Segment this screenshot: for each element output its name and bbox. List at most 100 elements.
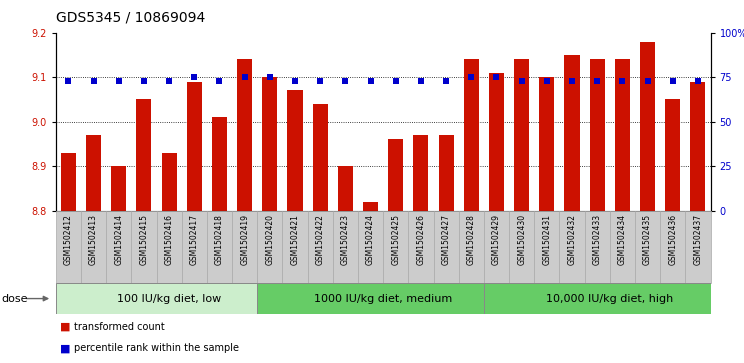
Text: 10,000 IU/kg diet, high: 10,000 IU/kg diet, high: [546, 294, 673, 303]
Bar: [459, 211, 484, 283]
Bar: [232, 211, 257, 283]
Text: GSM1502422: GSM1502422: [315, 214, 324, 265]
Text: GSM1502414: GSM1502414: [115, 214, 124, 265]
Point: [239, 74, 251, 80]
Bar: [438, 135, 454, 211]
Bar: [56, 283, 257, 314]
Bar: [161, 153, 176, 211]
Bar: [559, 211, 585, 283]
Bar: [106, 211, 132, 283]
Bar: [484, 283, 711, 314]
Point: [339, 78, 351, 83]
Bar: [408, 211, 434, 283]
Bar: [333, 211, 358, 283]
Point: [188, 74, 200, 80]
Bar: [414, 135, 429, 211]
Bar: [86, 135, 101, 211]
Bar: [383, 211, 408, 283]
Bar: [615, 59, 630, 211]
Point: [667, 78, 679, 83]
Bar: [132, 211, 156, 283]
Text: GSM1502433: GSM1502433: [593, 214, 602, 265]
Bar: [312, 104, 328, 211]
Bar: [81, 211, 106, 283]
Bar: [685, 211, 711, 283]
Bar: [56, 211, 81, 283]
Text: GSM1502417: GSM1502417: [190, 214, 199, 265]
Point: [163, 78, 175, 83]
Text: GSM1502412: GSM1502412: [64, 214, 73, 265]
Bar: [665, 99, 680, 211]
Point: [365, 78, 376, 83]
Bar: [660, 211, 685, 283]
Text: GSM1502436: GSM1502436: [668, 214, 677, 265]
Text: GSM1502425: GSM1502425: [391, 214, 400, 265]
Bar: [358, 211, 383, 283]
Point: [415, 78, 427, 83]
Bar: [187, 82, 202, 211]
Point: [490, 74, 502, 80]
Point: [214, 78, 225, 83]
Text: GSM1502431: GSM1502431: [542, 214, 551, 265]
Bar: [182, 211, 207, 283]
Bar: [237, 59, 252, 211]
Bar: [257, 211, 283, 283]
Bar: [539, 77, 554, 211]
Bar: [464, 59, 479, 211]
Bar: [207, 211, 232, 283]
Bar: [434, 211, 459, 283]
Bar: [565, 55, 580, 211]
Point: [440, 78, 452, 83]
Bar: [534, 211, 559, 283]
Text: ■: ■: [60, 343, 70, 354]
Point: [617, 78, 629, 83]
Point: [88, 78, 100, 83]
Text: GSM1502415: GSM1502415: [139, 214, 149, 265]
Bar: [585, 211, 610, 283]
Point: [113, 78, 125, 83]
Text: GSM1502429: GSM1502429: [492, 214, 501, 265]
Bar: [509, 211, 534, 283]
Point: [138, 78, 150, 83]
Text: GSM1502416: GSM1502416: [164, 214, 173, 265]
Bar: [263, 77, 278, 211]
Text: GSM1502421: GSM1502421: [290, 214, 300, 265]
Text: GSM1502432: GSM1502432: [568, 214, 577, 265]
Bar: [61, 153, 76, 211]
Bar: [388, 139, 403, 211]
Text: 100 IU/kg diet, low: 100 IU/kg diet, low: [117, 294, 221, 303]
Text: GSM1502434: GSM1502434: [618, 214, 627, 265]
Bar: [156, 211, 182, 283]
Bar: [610, 211, 635, 283]
Bar: [212, 117, 227, 211]
Point: [541, 78, 553, 83]
Text: GSM1502413: GSM1502413: [89, 214, 98, 265]
Text: transformed count: transformed count: [74, 322, 165, 332]
Point: [692, 78, 704, 83]
Bar: [287, 90, 303, 211]
Point: [591, 78, 603, 83]
Text: GSM1502430: GSM1502430: [517, 214, 526, 265]
Point: [264, 74, 276, 80]
Text: GSM1502427: GSM1502427: [442, 214, 451, 265]
Bar: [590, 59, 605, 211]
Bar: [635, 211, 660, 283]
Point: [465, 74, 477, 80]
Text: GSM1502428: GSM1502428: [466, 214, 476, 265]
Point: [289, 78, 301, 83]
Text: GSM1502426: GSM1502426: [417, 214, 426, 265]
Text: GSM1502419: GSM1502419: [240, 214, 249, 265]
Text: ■: ■: [60, 322, 70, 332]
Bar: [489, 73, 504, 211]
Point: [62, 78, 74, 83]
Point: [314, 78, 326, 83]
Text: GSM1502423: GSM1502423: [341, 214, 350, 265]
Text: GSM1502437: GSM1502437: [693, 214, 702, 265]
Point: [641, 78, 653, 83]
Bar: [484, 211, 509, 283]
Bar: [338, 166, 353, 211]
Point: [390, 78, 402, 83]
Point: [566, 78, 578, 83]
Text: GDS5345 / 10869094: GDS5345 / 10869094: [56, 11, 205, 25]
Text: GSM1502435: GSM1502435: [643, 214, 652, 265]
